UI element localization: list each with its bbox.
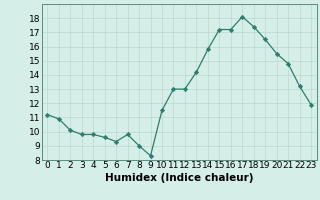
- X-axis label: Humidex (Indice chaleur): Humidex (Indice chaleur): [105, 173, 253, 183]
